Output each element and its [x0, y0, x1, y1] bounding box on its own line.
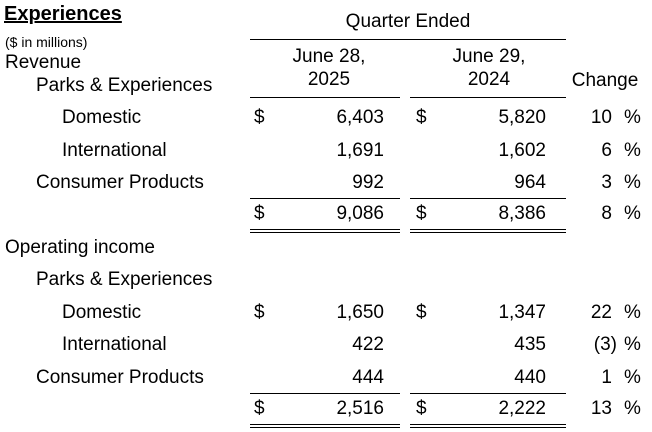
currency-symbol: $ [416, 302, 427, 323]
revenue-total-double-rule [250, 229, 400, 233]
operating-income-heading: Operating income [5, 237, 155, 258]
oi-row-label: Consumer Products [36, 367, 204, 388]
col-current-line2: 2025 [307, 69, 351, 90]
revenue-current-value: 1,691 [336, 140, 384, 161]
revenue-row-label: Consumer Products [36, 172, 204, 193]
currency-symbol: $ [254, 398, 265, 419]
oi-total-current: 2,516 [336, 398, 384, 419]
oi-total-prior: 2,222 [498, 398, 546, 419]
percent-symbol: % [624, 140, 641, 161]
col-prior-line1: June 29, [452, 46, 526, 67]
oi-prior-value: 435 [514, 334, 546, 355]
oi-current-value: 444 [352, 367, 384, 388]
revenue-total-current: 9,086 [336, 203, 384, 224]
currency-symbol: $ [416, 107, 427, 128]
operating-income-subheading: Parks & Experiences [36, 269, 213, 290]
oi-subtotal-rule [410, 393, 566, 394]
period-header-rule [250, 39, 566, 40]
oi-current-value: 422 [352, 334, 384, 355]
revenue-subtotal-rule [410, 198, 566, 199]
col-prior-rule [410, 97, 566, 98]
oi-row-label: International [62, 334, 167, 355]
currency-symbol: $ [416, 203, 427, 224]
oi-total-double-rule [250, 424, 400, 428]
revenue-row-label: Domestic [62, 107, 142, 128]
currency-symbol: $ [416, 398, 427, 419]
revenue-change-value: 10 [590, 107, 612, 128]
oi-change-value: (3) [593, 334, 617, 355]
revenue-change-value: 6 [601, 140, 612, 161]
revenue-current-value: 6,403 [336, 107, 384, 128]
revenue-prior-value: 5,820 [498, 107, 546, 128]
oi-change-value: 1 [601, 367, 612, 388]
revenue-subtotal-rule [250, 198, 400, 199]
oi-total-change: 13 [590, 398, 612, 419]
col-current-rule [250, 97, 400, 98]
oi-total-double-rule [410, 424, 566, 428]
revenue-current-value: 992 [352, 172, 384, 193]
oi-row-label: Domestic [62, 302, 142, 323]
col-change: Change [571, 70, 639, 91]
revenue-change-value: 3 [601, 172, 612, 193]
currency-symbol: $ [254, 203, 265, 224]
units-note: ($ in millions) [5, 34, 88, 50]
oi-prior-value: 440 [514, 367, 546, 388]
revenue-total-double-rule [410, 229, 566, 233]
percent-symbol: % [624, 107, 641, 128]
revenue-prior-value: 1,602 [498, 140, 546, 161]
col-current-line1: June 28, [292, 46, 366, 67]
currency-symbol: $ [254, 302, 265, 323]
percent-symbol: % [624, 203, 641, 224]
oi-prior-value: 1,347 [498, 302, 546, 323]
page-title: Experiences [4, 3, 122, 25]
revenue-total-prior: 8,386 [498, 203, 546, 224]
col-prior-line2: 2024 [467, 69, 511, 90]
revenue-prior-value: 964 [514, 172, 546, 193]
revenue-row-label: International [62, 140, 167, 161]
revenue-subheading: Parks & Experiences [36, 75, 213, 96]
revenue-heading: Revenue [5, 52, 82, 73]
revenue-total-change: 8 [601, 203, 612, 224]
percent-symbol: % [624, 334, 641, 355]
oi-subtotal-rule [250, 393, 400, 394]
percent-symbol: % [624, 398, 641, 419]
percent-symbol: % [624, 172, 641, 193]
oi-current-value: 1,650 [336, 302, 384, 323]
percent-symbol: % [624, 302, 641, 323]
percent-symbol: % [624, 367, 641, 388]
currency-symbol: $ [254, 107, 265, 128]
oi-change-value: 22 [590, 302, 612, 323]
period-header: Quarter Ended [345, 11, 471, 32]
